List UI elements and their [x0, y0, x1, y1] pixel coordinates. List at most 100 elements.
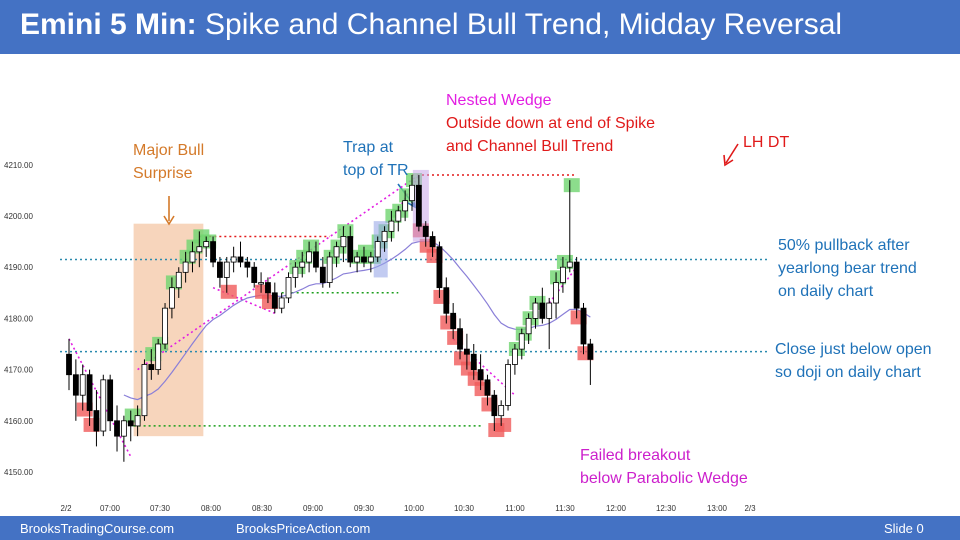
bull-candle [100, 379, 107, 432]
lh-dt-arrow-icon [725, 143, 739, 164]
x-tick-label: 08:00 [201, 504, 222, 513]
bear-candle [271, 292, 278, 309]
y-tick-label: 4160.00 [4, 417, 33, 426]
bull-candle [168, 287, 175, 309]
y-tick-label: 4180.00 [4, 314, 33, 323]
bear-candle [450, 312, 457, 330]
bear-candle [72, 374, 79, 396]
bull-candle [560, 266, 566, 283]
bull-candle [518, 333, 525, 350]
bear-candle [313, 251, 319, 268]
wedge-line-1 [137, 174, 420, 371]
bull-candle [134, 415, 141, 427]
bull-candle [306, 251, 313, 263]
sell-signal-box [495, 417, 512, 432]
bull-candle [340, 236, 347, 248]
bear-candle [587, 343, 594, 360]
bull-candle [367, 256, 374, 263]
bull-candle [505, 364, 511, 406]
y-tick-label: 4150.00 [4, 468, 33, 477]
bear-candle [422, 225, 429, 237]
bear-candle [463, 348, 470, 355]
wedge-line-4 [452, 338, 516, 396]
annotation-nested-wedge: Nested Wedge [446, 92, 552, 109]
x-tick-label: 09:30 [354, 504, 375, 513]
slide-number: Slide 0 [884, 521, 924, 536]
x-tick-label: 12:00 [606, 504, 627, 513]
y-tick-label: 4210.00 [4, 161, 33, 170]
footer-link-brookstradingcourse[interactable]: BrooksTradingCourse.com [20, 521, 175, 536]
bull-candle [388, 220, 395, 232]
bull-candle [278, 297, 285, 309]
buy-signal-box [303, 239, 320, 254]
bear-candle [86, 374, 93, 411]
bear-candle [429, 236, 436, 248]
bull-candle [203, 241, 210, 248]
bear-candle [148, 364, 155, 371]
bear-candle [217, 261, 223, 278]
bull-candle [553, 282, 559, 304]
bull-candle [299, 261, 306, 268]
bear-candle [580, 307, 587, 345]
buy-signal-box [337, 224, 354, 239]
bear-candle [443, 287, 450, 314]
bull-candle [230, 256, 237, 263]
bear-candle [265, 282, 271, 294]
bear-candle [436, 246, 443, 289]
annotation-outside-down: Outside down at end of Spike and Channel… [446, 115, 656, 155]
x-tick-label: 11:00 [505, 504, 525, 513]
bull-candle [395, 210, 402, 222]
arrowhead-icon [163, 215, 175, 226]
y-tick-label: 4200.00 [4, 212, 33, 221]
bull-candle [120, 420, 127, 437]
bull-candle [175, 271, 182, 289]
x-tick-label: 07:30 [150, 504, 171, 513]
bear-candle [319, 266, 326, 283]
bull-candle [546, 302, 553, 319]
bull-candle [374, 241, 381, 258]
bear-candle [415, 184, 422, 227]
x-tick-label: 13:00 [707, 504, 728, 513]
bull-candle [189, 251, 196, 263]
buy-signal-box [563, 178, 580, 193]
bull-candle [79, 374, 86, 396]
bear-candle [114, 420, 120, 437]
x-tick-label: 12:30 [656, 504, 677, 513]
x-tick-label: 11:30 [555, 504, 575, 513]
arrowhead-icon [723, 154, 734, 167]
slide-title: Emini 5 Min: Spike and Channel Bull Tren… [20, 8, 842, 42]
bear-candle [244, 261, 251, 268]
title-bar: Emini 5 Min: Spike and Channel Bull Tren… [0, 0, 960, 54]
x-tick-label: 09:00 [303, 504, 324, 513]
bull-candle [162, 307, 168, 345]
bear-candle [66, 353, 72, 376]
bull-candle [285, 277, 292, 299]
footer-bar: BrooksTradingCourse.com BrooksPriceActio… [0, 516, 960, 540]
bull-candle [525, 317, 532, 335]
bull-candle [196, 246, 203, 253]
bull-candle [258, 282, 264, 285]
bear-candle [477, 369, 484, 381]
bull-candle [402, 200, 409, 212]
bear-candle [93, 410, 100, 432]
bear-candle [347, 236, 354, 263]
x-tick-label: 08:30 [252, 504, 273, 513]
bull-candle [381, 230, 388, 243]
bull-candle [292, 266, 299, 278]
bull-candle [223, 261, 230, 278]
bull-candle [141, 364, 148, 417]
bear-candle [491, 394, 498, 417]
bull-candle [566, 261, 573, 268]
bull-candle [498, 405, 505, 417]
bear-candle [470, 353, 477, 370]
annotation-failed-breakout: Failed breakout below Parabolic Wedge [580, 447, 748, 487]
x-tick-label: 10:30 [454, 504, 475, 513]
bear-candle [361, 256, 367, 263]
bear-candle [127, 420, 134, 427]
bull-candle [182, 261, 189, 273]
bear-candle [237, 256, 244, 263]
bull-candle [333, 246, 340, 258]
footer-link-brookspriceaction[interactable]: BrooksPriceAction.com [236, 521, 371, 536]
title-bold: Emini 5 Min: [20, 8, 197, 41]
annotation-50pct-pullback: 50% pullback after yearlong bear trend o… [778, 237, 917, 300]
